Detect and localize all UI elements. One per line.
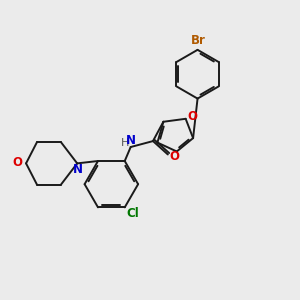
Text: O: O [13,156,23,169]
Text: O: O [187,110,197,123]
Text: Br: Br [191,34,206,47]
Text: H: H [121,138,129,148]
Text: O: O [169,150,179,163]
Text: Cl: Cl [126,207,139,220]
Text: N: N [126,134,136,147]
Text: N: N [73,164,83,176]
